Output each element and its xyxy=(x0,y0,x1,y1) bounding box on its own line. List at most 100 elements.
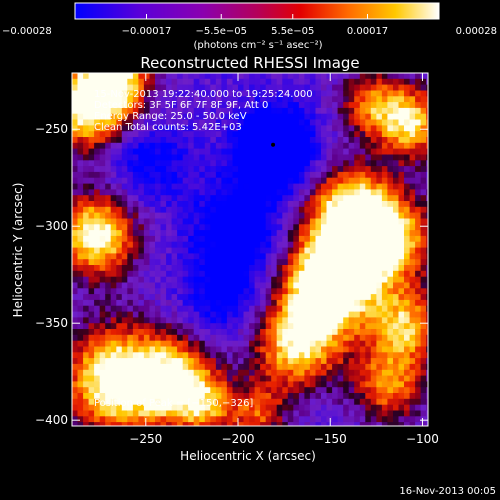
heatmap-cell xyxy=(365,125,372,132)
heatmap-cell xyxy=(149,107,156,115)
heatmap-cell xyxy=(143,148,150,155)
heatmap-cell xyxy=(149,346,156,353)
heatmap-cell xyxy=(226,410,233,417)
heatmap-cell xyxy=(110,265,117,272)
heatmap-cell xyxy=(343,416,350,423)
heatmap-cell xyxy=(398,247,405,254)
heatmap-cell xyxy=(210,288,217,295)
heatmap-cell xyxy=(409,329,416,336)
heatmap-cell xyxy=(193,201,200,208)
heatmap-cell xyxy=(326,166,333,173)
heatmap-cell xyxy=(287,218,294,225)
heatmap-cell xyxy=(370,241,377,249)
heatmap-cell xyxy=(105,131,112,138)
heatmap-cell xyxy=(420,142,427,150)
heatmap-cell xyxy=(94,352,101,359)
heatmap-cell xyxy=(354,404,361,412)
heatmap-cell xyxy=(155,305,162,313)
heatmap-cell xyxy=(426,96,428,103)
heatmap-cell xyxy=(404,247,411,254)
heatmap-cell xyxy=(404,270,411,278)
heatmap-cell xyxy=(143,288,150,295)
heatmap-cell xyxy=(72,381,79,388)
heatmap-cell xyxy=(221,235,228,243)
heatmap-cell xyxy=(116,90,123,97)
heatmap-cell xyxy=(94,305,101,313)
heatmap-cell xyxy=(204,113,211,121)
heatmap-cell xyxy=(215,113,222,121)
heatmap-cell xyxy=(426,137,428,144)
heatmap-cell xyxy=(415,265,422,272)
heatmap-cell xyxy=(105,177,112,185)
heatmap-cell xyxy=(160,346,167,353)
heatmap-cell xyxy=(265,410,272,417)
heatmap-cell xyxy=(110,177,117,185)
heatmap-cell xyxy=(315,346,322,353)
heatmap-cell xyxy=(276,166,283,173)
heatmap-cell xyxy=(110,305,117,313)
heatmap-cell xyxy=(409,265,416,272)
heatmap-cell xyxy=(387,340,394,348)
heatmap-cell xyxy=(393,189,400,196)
heatmap-cell xyxy=(166,398,173,406)
heatmap-cell xyxy=(254,177,261,185)
heatmap-cell xyxy=(326,142,333,150)
heatmap-cell xyxy=(309,137,316,144)
heatmap-cell xyxy=(354,224,361,231)
heatmap-cell xyxy=(232,381,239,388)
heatmap-cell xyxy=(155,375,162,382)
heatmap-cell xyxy=(315,148,322,155)
heatmap-cell xyxy=(332,393,339,400)
heatmap-cell xyxy=(398,201,405,208)
heatmap-cell xyxy=(326,177,333,185)
heatmap-cell xyxy=(143,381,150,388)
heatmap-cell xyxy=(127,224,134,231)
heatmap-cell xyxy=(376,131,383,138)
heatmap-cell xyxy=(415,317,422,324)
heatmap-cell xyxy=(348,131,355,138)
heatmap-cell xyxy=(271,189,278,196)
heatmap-cell xyxy=(210,352,217,359)
heatmap-cell xyxy=(72,230,79,237)
heatmap-cell xyxy=(149,311,156,318)
heatmap-cell xyxy=(160,375,167,382)
heatmap-cell xyxy=(177,294,184,301)
heatmap-cell xyxy=(287,294,294,301)
heatmap-cell xyxy=(226,206,233,214)
heatmap-cell xyxy=(138,218,145,225)
heatmap-cell xyxy=(166,340,173,348)
heatmap-cell xyxy=(293,148,300,155)
heatmap-cell xyxy=(309,195,316,202)
heatmap-cell xyxy=(171,276,178,284)
heatmap-cell xyxy=(315,323,322,330)
heatmap-cell xyxy=(276,253,283,260)
heatmap-cell xyxy=(88,294,95,301)
heatmap-cell xyxy=(426,393,428,400)
heatmap-cell xyxy=(260,131,267,138)
heatmap-cell xyxy=(343,148,350,155)
heatmap-cell xyxy=(415,387,422,394)
heatmap-cell xyxy=(177,195,184,202)
heatmap-cell xyxy=(83,404,90,412)
heatmap-cell xyxy=(315,183,322,190)
heatmap-cell xyxy=(83,160,90,167)
heatmap-cell xyxy=(215,177,222,185)
heatmap-cell xyxy=(127,212,134,219)
heatmap-cell xyxy=(276,299,283,307)
heatmap-cell xyxy=(238,171,245,179)
heatmap-cell xyxy=(343,224,350,231)
heatmap-cell xyxy=(304,171,311,179)
heatmap-cell xyxy=(359,137,366,144)
heatmap-cell xyxy=(409,358,416,365)
heatmap-cell xyxy=(381,323,388,330)
heatmap-cell xyxy=(276,90,283,97)
heatmap-cell xyxy=(77,317,84,324)
heatmap-cell xyxy=(232,270,239,278)
heatmap-cell xyxy=(249,299,256,307)
heatmap-cell xyxy=(376,241,383,249)
heatmap-cell xyxy=(365,235,372,243)
heatmap-cell xyxy=(160,224,167,231)
heatmap-cell xyxy=(160,387,167,394)
heatmap-cell xyxy=(326,125,333,132)
heatmap-cell xyxy=(260,166,267,173)
